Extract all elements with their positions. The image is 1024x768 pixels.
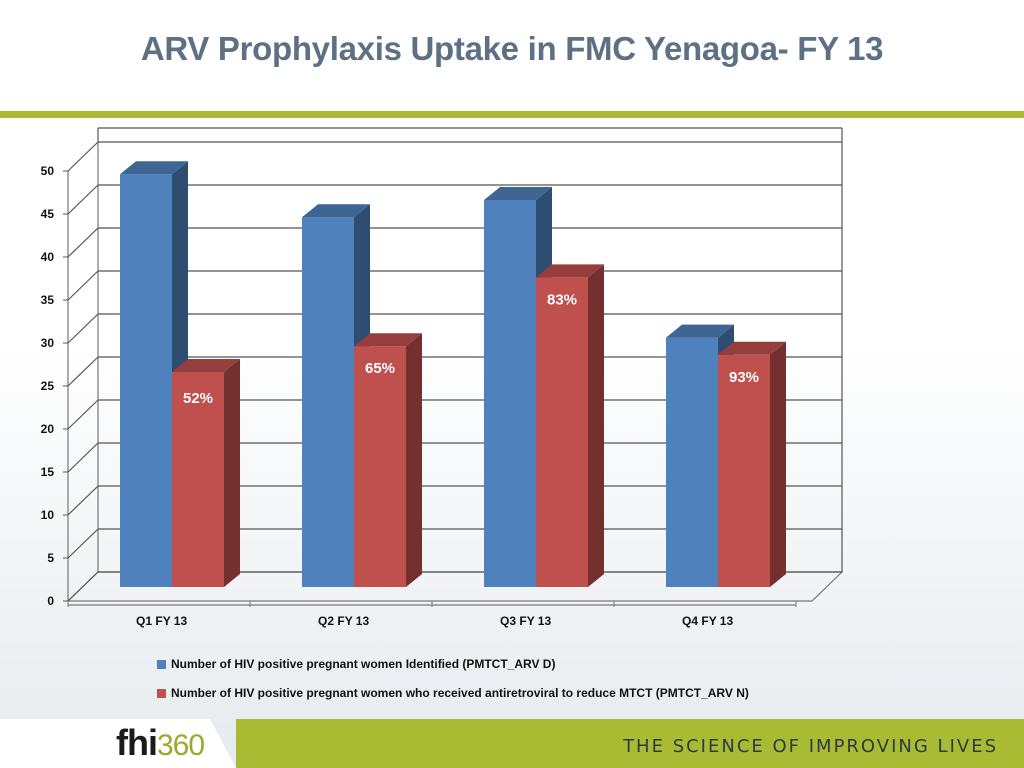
gridline-side	[67, 227, 99, 258]
y-axis-ticks: 0 5 10 15 20 25 30 35 40 45 50	[41, 164, 68, 608]
bar-front	[120, 174, 172, 587]
bar-chart: 0 5 10 15 20 25 30 35 40 45 50 52% 65% 83% 93% Q1 FY …	[41, 127, 844, 628]
gridline-side	[67, 485, 99, 516]
bar-side	[770, 341, 786, 587]
y-tick-label: 45	[41, 207, 55, 221]
bar-front	[302, 217, 354, 587]
bar-top	[172, 359, 240, 372]
legend-entry-received-arv: Number of HIV positive pregnant women wh…	[157, 686, 749, 700]
bar-side	[406, 333, 422, 587]
bar-top	[666, 324, 734, 338]
bar-front	[718, 354, 770, 587]
logo-text: fhi	[116, 722, 158, 763]
gridline-side	[67, 571, 99, 602]
gridline-side	[67, 528, 99, 559]
footer-bar	[236, 719, 1024, 768]
legend-swatch-red	[157, 688, 166, 698]
fhi360-logo: fhi360	[116, 722, 205, 764]
y-tick-label: 40	[41, 250, 55, 264]
data-label: 52%	[183, 390, 213, 407]
y-tick-label: 50	[41, 164, 55, 178]
bar-top	[536, 264, 604, 278]
y-tick-label: 0	[47, 594, 54, 608]
gridline-side	[67, 141, 99, 172]
y-tick-label: 25	[41, 379, 55, 393]
data-label: 65%	[365, 360, 395, 377]
bar-front	[172, 372, 224, 587]
bar-front	[484, 200, 536, 587]
gridline-side	[67, 184, 99, 215]
gridline-side	[67, 270, 99, 301]
y-tick-label: 5	[47, 551, 54, 565]
bar-top	[120, 161, 188, 175]
legend-swatch-blue	[157, 659, 166, 669]
bar-front	[536, 277, 588, 587]
bar-top	[354, 333, 422, 347]
y-tick-label: 15	[41, 465, 55, 479]
x-tick-label: Q4 FY 13	[682, 614, 733, 628]
x-axis-ticks: Q1 FY 13 Q2 FY 13 Q3 FY 13 Q4 FY 13	[67, 601, 797, 628]
data-label: 93%	[729, 369, 759, 386]
x-tick-label: Q1 FY 13	[136, 614, 187, 628]
chart-bars: 52% 65% 83% 93%	[120, 161, 786, 587]
legend-label-received-arv: Number of HIV positive pregnant women wh…	[171, 686, 749, 700]
x-tick-label: Q2 FY 13	[318, 614, 369, 628]
title-divider	[0, 111, 1024, 118]
gridline-side	[67, 313, 99, 344]
data-label: 83%	[547, 291, 577, 308]
legend-entry-identified: Number of HIV positive pregnant women Id…	[157, 657, 555, 671]
gridline-side	[67, 399, 99, 430]
y-tick-label: 20	[41, 422, 55, 436]
y-tick-label: 10	[41, 508, 55, 522]
bar-top	[718, 341, 786, 355]
legend-label-identified: Number of HIV positive pregnant women Id…	[171, 657, 556, 671]
y-tick-label: 30	[41, 336, 55, 350]
bar-top	[302, 204, 370, 218]
bar-front	[354, 346, 406, 587]
gridline-side	[67, 356, 99, 387]
footer-logo-box	[0, 719, 236, 768]
bar-front	[666, 337, 718, 587]
slide-title: ARV Prophylaxis Uptake in FMC Yenagoa- F…	[140, 30, 884, 67]
logo-number: 360	[156, 729, 205, 762]
x-tick-label: Q3 FY 13	[500, 614, 551, 628]
footer-tagline: THE SCIENCE OF IMPROVING LIVES	[623, 736, 998, 757]
bar-side	[224, 359, 240, 587]
bar-top	[484, 187, 552, 200]
y-tick-label: 35	[41, 293, 55, 307]
gridline-side	[67, 442, 99, 473]
bar-side	[588, 264, 604, 587]
